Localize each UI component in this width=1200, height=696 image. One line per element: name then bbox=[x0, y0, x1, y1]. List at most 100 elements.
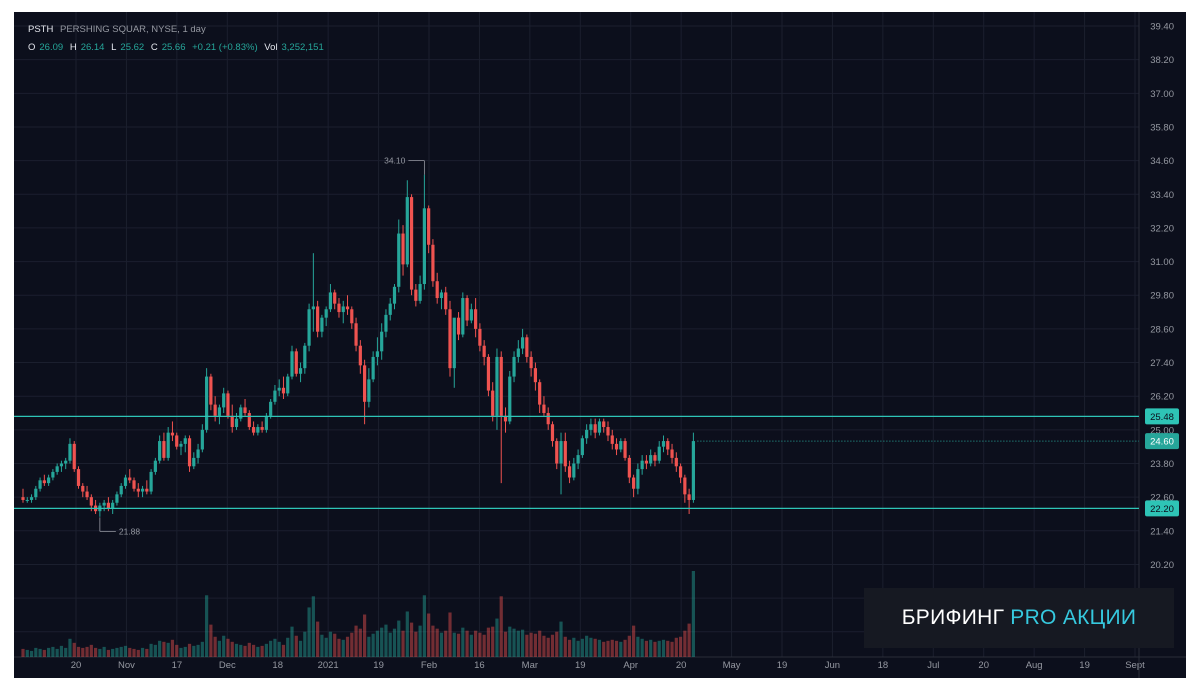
volume-bar bbox=[38, 648, 42, 657]
volume-bar bbox=[337, 638, 341, 657]
volume-bar bbox=[239, 644, 243, 657]
candle-body bbox=[260, 427, 264, 430]
volume-bar bbox=[354, 625, 358, 657]
volume-bar bbox=[21, 648, 25, 657]
volume-bar bbox=[183, 646, 187, 657]
candle-body bbox=[674, 457, 678, 467]
low-label: L bbox=[111, 42, 117, 53]
close-value: 25.66 bbox=[161, 42, 186, 53]
ohlc-legend: O 26.09 H 26.14 L 25.62 C 25.66 +0.21 (+0.83… bbox=[28, 42, 328, 53]
volume-bar bbox=[691, 571, 695, 657]
candle-body bbox=[371, 356, 375, 380]
volume-bar bbox=[597, 639, 602, 657]
chart-background bbox=[14, 12, 1186, 678]
candle-body bbox=[175, 435, 179, 447]
volume-bar bbox=[585, 635, 589, 657]
volume-bar bbox=[614, 640, 619, 657]
volume-bar bbox=[111, 648, 115, 657]
candle-body bbox=[452, 317, 456, 369]
candle-body bbox=[456, 317, 461, 335]
candle-body bbox=[196, 449, 200, 458]
candle-body bbox=[38, 480, 42, 489]
x-tick-label: 16 bbox=[474, 660, 485, 671]
candle-body bbox=[683, 477, 687, 495]
volume-bar bbox=[298, 640, 303, 657]
volume-bar bbox=[166, 642, 170, 657]
volume-bar bbox=[657, 640, 661, 657]
volume-bar bbox=[256, 646, 260, 657]
volume-bar bbox=[593, 638, 597, 657]
candle-body bbox=[166, 432, 170, 458]
volume-bar bbox=[397, 620, 401, 657]
candle-body bbox=[243, 407, 247, 414]
candle-body bbox=[158, 441, 162, 461]
volume-bar bbox=[431, 625, 435, 657]
candle-body bbox=[380, 331, 384, 352]
volume-bar bbox=[281, 644, 286, 657]
candlestick-chart[interactable]: 39.40 38.20 37.00 35.80 34.60 33.40 32.20 31.00… bbox=[14, 12, 1186, 678]
volume-bar bbox=[414, 631, 418, 657]
symbol-label[interactable]: PSTH bbox=[28, 24, 54, 35]
candle-body bbox=[42, 480, 46, 484]
x-tick-label: 19 bbox=[777, 660, 788, 671]
candle-body bbox=[281, 387, 286, 394]
x-tick-label: Sept bbox=[1125, 660, 1145, 671]
candle-body bbox=[192, 457, 196, 467]
open-value: 26.09 bbox=[39, 42, 64, 53]
candle-body bbox=[619, 441, 623, 450]
volume-bar bbox=[277, 641, 281, 657]
y-tick-label: 23.80 bbox=[1150, 459, 1174, 470]
symbol-row: PSTH PERSHING SQUAR, NYSE, 1 day bbox=[28, 24, 210, 35]
candle-body bbox=[593, 424, 597, 433]
volume-bar bbox=[520, 629, 525, 657]
candle-body bbox=[397, 233, 401, 287]
volume-bar bbox=[333, 633, 337, 657]
volume-bar bbox=[128, 647, 132, 657]
volume-bar bbox=[140, 647, 145, 657]
volume-bar bbox=[230, 641, 234, 657]
candle-body bbox=[320, 317, 324, 332]
volume-bar bbox=[649, 639, 653, 657]
candle-body bbox=[85, 491, 89, 498]
volume-bar bbox=[661, 639, 666, 657]
volume-bar bbox=[572, 637, 576, 657]
candle-body bbox=[68, 443, 72, 461]
candle-body bbox=[469, 309, 473, 321]
extreme-price-label: 34.10 bbox=[384, 156, 406, 166]
candle-body bbox=[533, 368, 537, 383]
volume-bar bbox=[589, 637, 593, 657]
volume-bar bbox=[380, 627, 384, 657]
volume-bar bbox=[640, 638, 644, 657]
candle-body bbox=[333, 292, 337, 304]
volume-bar bbox=[307, 607, 311, 657]
candle-body bbox=[354, 323, 358, 346]
candle-body bbox=[324, 309, 328, 318]
volume-bar bbox=[606, 640, 610, 657]
volume-bar bbox=[290, 626, 294, 657]
candle-body bbox=[478, 328, 482, 346]
last-price-tag bbox=[1145, 433, 1179, 450]
level-price-label: 22.20 bbox=[1150, 504, 1174, 515]
candle-body bbox=[59, 463, 64, 467]
candle-body bbox=[230, 415, 234, 428]
candle-body bbox=[72, 443, 76, 470]
candle-body bbox=[277, 387, 281, 391]
volume-bar bbox=[559, 621, 563, 657]
candle-body bbox=[140, 488, 145, 492]
candle-body bbox=[375, 351, 380, 357]
candle-body bbox=[209, 376, 213, 405]
candle-body bbox=[269, 401, 273, 416]
volume-bar bbox=[666, 640, 670, 657]
x-tick-label: 20 bbox=[978, 660, 989, 671]
candle-body bbox=[657, 446, 661, 461]
candle-body bbox=[691, 441, 695, 500]
volume-bar bbox=[508, 626, 512, 657]
candle-body bbox=[623, 441, 627, 458]
candle-body bbox=[119, 485, 123, 495]
volume-bar bbox=[42, 649, 46, 657]
candle-body bbox=[486, 356, 491, 391]
volume-bar bbox=[93, 647, 98, 657]
volume-bar bbox=[136, 649, 140, 657]
volume-bar bbox=[375, 630, 380, 657]
volume-bar bbox=[683, 630, 687, 657]
